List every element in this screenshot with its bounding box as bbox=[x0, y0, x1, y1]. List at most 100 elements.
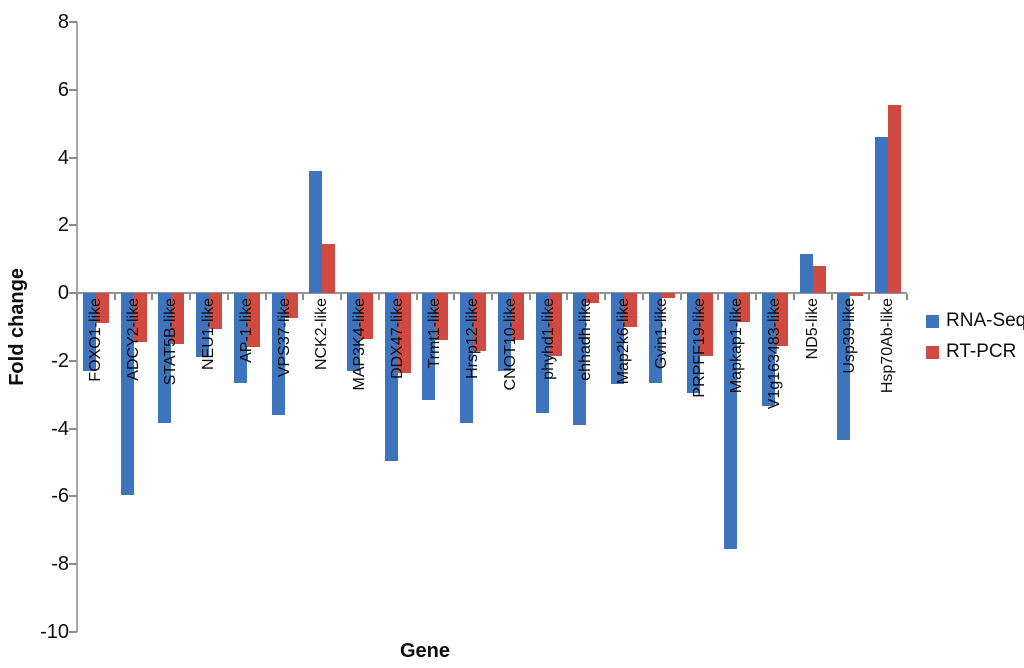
y-tick-label: 2 bbox=[57, 214, 69, 237]
gene-label: FOXO1-like bbox=[86, 298, 104, 382]
category-tick-mark bbox=[528, 294, 531, 300]
y-tick-label: 4 bbox=[57, 146, 69, 169]
y-tick-mark bbox=[69, 427, 77, 430]
gene-label: NEU1-like bbox=[200, 298, 218, 371]
bar-rt-pcr-ehhadh-like bbox=[586, 293, 600, 304]
bar-rt-pcr-nd5-like bbox=[812, 265, 826, 293]
category-tick-mark bbox=[76, 294, 78, 300]
category-tick-mark bbox=[792, 294, 795, 300]
category-tick-mark bbox=[491, 294, 493, 300]
bar-rt-pcr-map2k6-like bbox=[624, 293, 638, 327]
gene-label: phyhd1-like bbox=[539, 298, 557, 380]
legend-swatch-rna-seq bbox=[926, 314, 939, 328]
gene-label: V1g163483-like bbox=[765, 298, 783, 410]
x-axis-zero-line bbox=[77, 292, 907, 294]
bar-rt-pcr-vps37-like bbox=[284, 293, 298, 319]
bar-rt-pcr-foxo1-like bbox=[95, 293, 109, 324]
y-tick-label: 0 bbox=[57, 282, 69, 304]
legend: RNA-Seq RT-PCR bbox=[926, 310, 1024, 372]
bar-rna-seq-trmt1-like bbox=[422, 293, 436, 400]
category-tick-mark bbox=[340, 294, 343, 300]
gene-label: Mapkap1-like bbox=[728, 298, 746, 394]
y-tick-mark bbox=[69, 359, 77, 362]
category-tick-mark bbox=[604, 294, 607, 300]
bar-rna-seq-adcy2-like bbox=[120, 293, 134, 495]
category-tick-mark bbox=[415, 294, 418, 300]
bar-rt-pcr-phyhd1-like bbox=[548, 293, 562, 356]
bar-rna-seq-gvin1-like bbox=[648, 293, 662, 383]
category-tick-mark bbox=[717, 294, 720, 300]
legend-label: RT-PCR bbox=[946, 341, 1017, 362]
gene-label: PRPFF19-like bbox=[690, 298, 708, 398]
gene-label: Gvin1-like bbox=[652, 298, 670, 370]
bar-rna-seq-nd5-like bbox=[799, 254, 813, 293]
bar-rna-seq-mapkap1-like bbox=[724, 293, 738, 549]
bar-rna-seq-stat5b-like bbox=[158, 293, 172, 424]
bar-rt-pcr-prpff19-like bbox=[699, 293, 713, 356]
y-tick-mark bbox=[69, 21, 77, 23]
bar-rt-pcr-nck2-like bbox=[322, 243, 336, 293]
category-tick-mark bbox=[302, 294, 305, 300]
category-tick-mark bbox=[755, 294, 758, 300]
category-tick-mark bbox=[641, 294, 644, 300]
y-tick-mark bbox=[69, 495, 77, 498]
gene-label: Usp39-like bbox=[841, 298, 859, 374]
gene-label: Map2k6-like bbox=[615, 298, 633, 385]
category-tick-mark bbox=[189, 294, 192, 300]
bar-rna-seq-ehhadh-like bbox=[573, 293, 587, 426]
bar-rt-pcr-mapkap1-like bbox=[737, 293, 751, 322]
gene-label: VPS37-like bbox=[275, 298, 293, 378]
category-tick-mark bbox=[377, 294, 380, 300]
y-axis-line bbox=[76, 22, 78, 632]
x-axis-label: Gene bbox=[400, 640, 451, 662]
category-tick-mark bbox=[264, 294, 267, 300]
bar-rt-pcr-v1g163483-like bbox=[774, 293, 788, 346]
bar-rna-seq-map2k6-like bbox=[611, 293, 625, 385]
category-tick-mark bbox=[113, 294, 116, 300]
bar-rna-seq-v1g163483-like bbox=[761, 293, 775, 407]
bar-rna-seq-prpff19-like bbox=[686, 293, 700, 393]
category-tick-mark bbox=[830, 294, 833, 300]
bar-rna-seq-hsp70ab-like bbox=[875, 137, 889, 293]
bar-rt-pcr-neu1-like bbox=[209, 293, 223, 329]
category-tick-mark bbox=[226, 294, 229, 300]
bar-rt-pcr-map3k4-like bbox=[359, 293, 373, 339]
gene-label: CNOT10-like bbox=[501, 298, 519, 391]
bar-rna-seq-map3k4-like bbox=[346, 293, 360, 371]
category-tick-mark bbox=[868, 294, 871, 300]
y-tick-mark bbox=[69, 224, 77, 227]
bar-rna-seq-foxo1-like bbox=[82, 293, 96, 371]
y-tick-label: 8 bbox=[57, 11, 69, 33]
gene-label: STAT5B-like bbox=[162, 298, 180, 386]
gene-label: Hsp70Ab-like bbox=[879, 298, 897, 394]
y-tick-mark bbox=[69, 630, 77, 633]
category-tick-mark bbox=[679, 294, 682, 300]
y-tick-mark bbox=[69, 563, 77, 565]
bar-rt-pcr-ddx47-like bbox=[397, 293, 411, 373]
bar-rna-seq-vps37-like bbox=[271, 293, 285, 415]
bar-rna-seq-cnot10-like bbox=[497, 293, 511, 371]
bar-rna-seq-hrsp12-like bbox=[460, 293, 474, 424]
legend-label: RNA-Seq bbox=[946, 310, 1024, 331]
legend-item-rna-seq: RNA-Seq bbox=[926, 310, 1024, 332]
category-tick-mark bbox=[566, 294, 569, 300]
y-tick-label: -6 bbox=[51, 485, 69, 508]
bar-rna-seq-usp39-like bbox=[837, 293, 851, 441]
bar-rt-pcr-hrsp12-like bbox=[473, 293, 487, 351]
bar-rna-seq-neu1-like bbox=[196, 293, 210, 358]
gene-label: ehhadh-like bbox=[577, 298, 595, 381]
category-tick-mark bbox=[906, 294, 908, 300]
bar-rna-seq-ap-1-like bbox=[233, 293, 247, 383]
y-tick-label: -8 bbox=[51, 553, 69, 575]
bar-rna-seq-phyhd1-like bbox=[535, 293, 549, 414]
gene-label: MAP3K4-like bbox=[350, 298, 368, 391]
bar-rna-seq-nck2-like bbox=[309, 171, 323, 293]
y-tick-mark bbox=[69, 88, 77, 91]
bar-rt-pcr-usp39-like bbox=[850, 293, 864, 297]
gene-label: AP-1-like bbox=[237, 298, 255, 363]
y-tick-mark bbox=[69, 156, 77, 159]
legend-swatch-rt-pcr bbox=[926, 345, 939, 359]
y-tick-label: -2 bbox=[51, 349, 69, 372]
y-tick-mark bbox=[69, 292, 77, 294]
gene-label: NCK2-like bbox=[313, 298, 331, 371]
